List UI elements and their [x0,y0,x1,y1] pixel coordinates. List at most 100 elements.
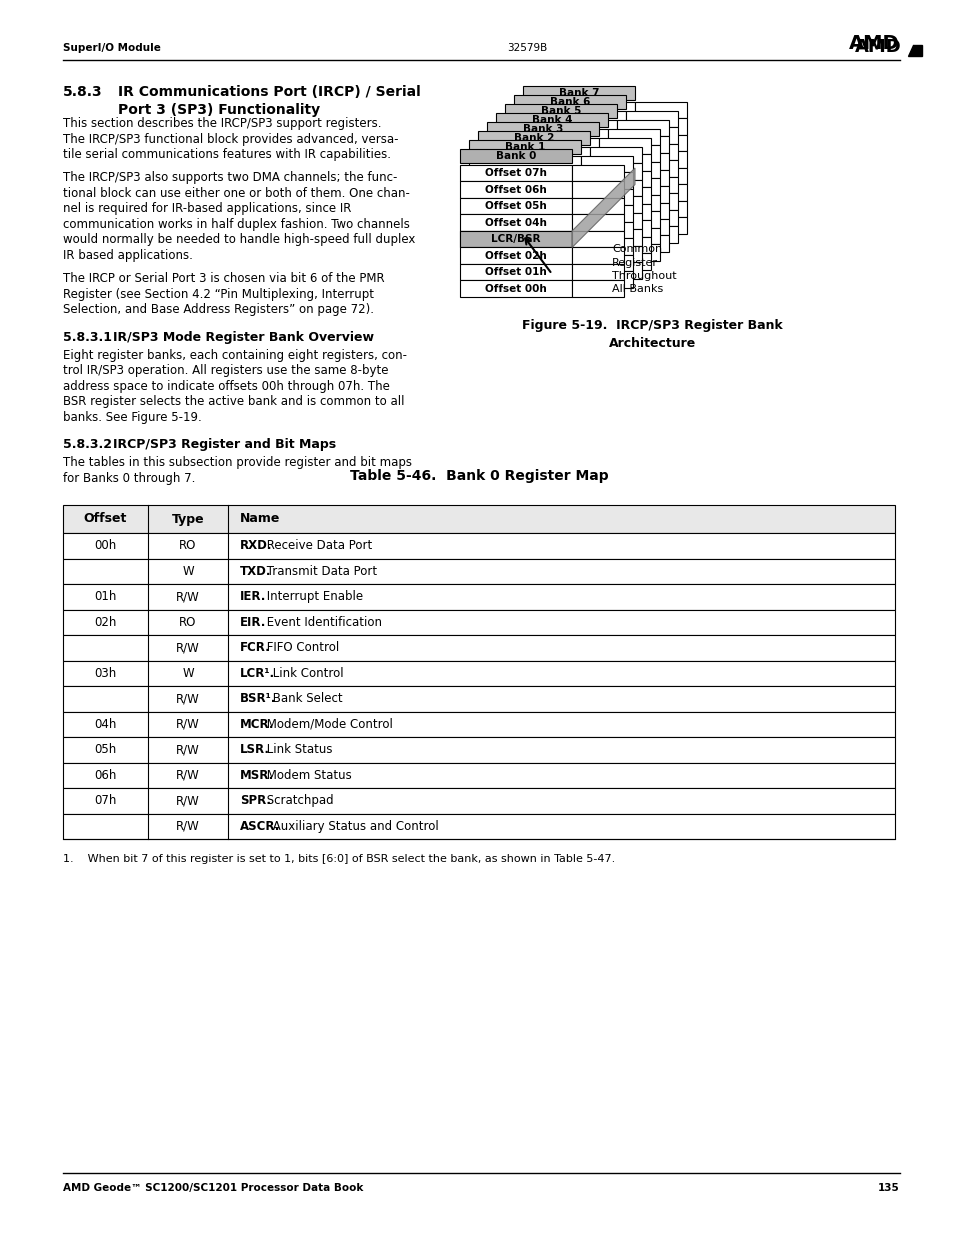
Text: Bank 7: Bank 7 [558,88,598,98]
FancyBboxPatch shape [598,138,650,154]
FancyBboxPatch shape [63,534,894,558]
FancyBboxPatch shape [580,254,633,272]
FancyBboxPatch shape [63,661,894,685]
FancyBboxPatch shape [598,253,650,270]
FancyBboxPatch shape [607,162,659,179]
FancyBboxPatch shape [514,144,625,161]
Text: 05h: 05h [94,743,116,756]
FancyBboxPatch shape [486,204,598,221]
FancyBboxPatch shape [617,203,668,219]
FancyBboxPatch shape [486,237,598,253]
Text: 5.8.3.2: 5.8.3.2 [63,438,112,452]
FancyBboxPatch shape [514,95,625,109]
FancyBboxPatch shape [477,246,589,263]
FancyBboxPatch shape [459,280,572,296]
FancyBboxPatch shape [635,184,686,201]
FancyBboxPatch shape [486,221,598,237]
Text: Bank 1: Bank 1 [504,142,544,152]
Text: Offset 02h: Offset 02h [485,251,546,261]
Text: Auxiliary Status and Control: Auxiliary Status and Control [269,820,438,832]
Text: Bank 4: Bank 4 [531,115,572,125]
Text: IER.: IER. [240,590,266,603]
FancyBboxPatch shape [607,245,659,261]
FancyBboxPatch shape [598,204,650,221]
Text: AMD Geode™ SC1200/SC1201 Processor Data Book: AMD Geode™ SC1200/SC1201 Processor Data … [63,1183,363,1193]
FancyBboxPatch shape [625,194,678,210]
Text: RO: RO [179,540,196,552]
FancyBboxPatch shape [486,122,598,136]
FancyBboxPatch shape [580,222,633,238]
FancyBboxPatch shape [617,169,668,186]
FancyBboxPatch shape [607,179,659,195]
FancyBboxPatch shape [504,137,617,153]
Text: Link Control: Link Control [269,667,343,679]
FancyBboxPatch shape [625,210,678,226]
FancyBboxPatch shape [477,131,589,144]
FancyBboxPatch shape [522,168,635,184]
FancyBboxPatch shape [459,231,572,247]
FancyBboxPatch shape [496,162,607,179]
FancyBboxPatch shape [504,236,617,252]
FancyBboxPatch shape [572,247,623,264]
Text: The IRCP/SP3 functional block provides advanced, versa-: The IRCP/SP3 functional block provides a… [63,132,398,146]
FancyBboxPatch shape [477,212,589,230]
FancyBboxPatch shape [459,247,572,264]
FancyBboxPatch shape [625,111,678,127]
FancyBboxPatch shape [572,182,623,198]
FancyBboxPatch shape [496,128,607,146]
FancyBboxPatch shape [504,120,617,137]
FancyBboxPatch shape [63,711,894,737]
Text: Name: Name [240,513,280,526]
FancyBboxPatch shape [469,238,580,254]
Text: Modem/Mode Control: Modem/Mode Control [263,718,393,731]
FancyBboxPatch shape [514,161,625,177]
FancyBboxPatch shape [625,161,678,177]
FancyBboxPatch shape [63,505,894,534]
FancyBboxPatch shape [572,215,623,231]
FancyBboxPatch shape [469,140,580,154]
Text: Table 5-46.  Bank 0 Register Map: Table 5-46. Bank 0 Register Map [350,469,608,483]
Text: Bank 6: Bank 6 [549,98,590,107]
FancyBboxPatch shape [522,217,635,233]
FancyBboxPatch shape [589,230,641,246]
FancyBboxPatch shape [522,119,635,135]
Text: R/W: R/W [176,641,200,655]
Text: Offset 04h: Offset 04h [484,217,546,227]
Text: FIFO Control: FIFO Control [263,641,339,655]
FancyBboxPatch shape [63,635,894,661]
FancyBboxPatch shape [522,201,635,217]
FancyBboxPatch shape [598,237,650,253]
FancyBboxPatch shape [514,111,625,127]
Text: The tables in this subsection provide register and bit maps: The tables in this subsection provide re… [63,457,412,469]
FancyBboxPatch shape [589,163,641,180]
Text: Offset 05h: Offset 05h [485,201,546,211]
Polygon shape [572,168,635,247]
FancyBboxPatch shape [625,226,678,243]
FancyBboxPatch shape [469,254,580,272]
FancyBboxPatch shape [617,186,668,203]
FancyBboxPatch shape [63,558,894,584]
Text: Offset: Offset [84,513,127,526]
Text: AMD: AMD [848,35,899,53]
Text: W: W [182,564,193,578]
FancyBboxPatch shape [625,177,678,194]
FancyBboxPatch shape [496,245,607,261]
FancyBboxPatch shape [598,221,650,237]
FancyBboxPatch shape [580,156,633,173]
FancyBboxPatch shape [522,135,635,152]
FancyBboxPatch shape [459,215,572,231]
Text: This section describes the IRCP/SP3 support registers.: This section describes the IRCP/SP3 supp… [63,117,381,130]
FancyBboxPatch shape [504,104,617,119]
Text: 02h: 02h [94,616,116,629]
Text: would normally be needed to handle high-speed full duplex: would normally be needed to handle high-… [63,233,415,247]
FancyBboxPatch shape [486,253,598,270]
FancyBboxPatch shape [607,228,659,245]
FancyBboxPatch shape [496,211,607,228]
FancyBboxPatch shape [459,182,572,198]
FancyBboxPatch shape [63,762,894,788]
FancyBboxPatch shape [617,219,668,236]
Text: LSR.: LSR. [240,743,270,756]
Text: 01h: 01h [94,590,116,603]
Text: Common
Register
Throughout
All Banks: Common Register Throughout All Banks [612,245,676,294]
FancyBboxPatch shape [504,203,617,219]
